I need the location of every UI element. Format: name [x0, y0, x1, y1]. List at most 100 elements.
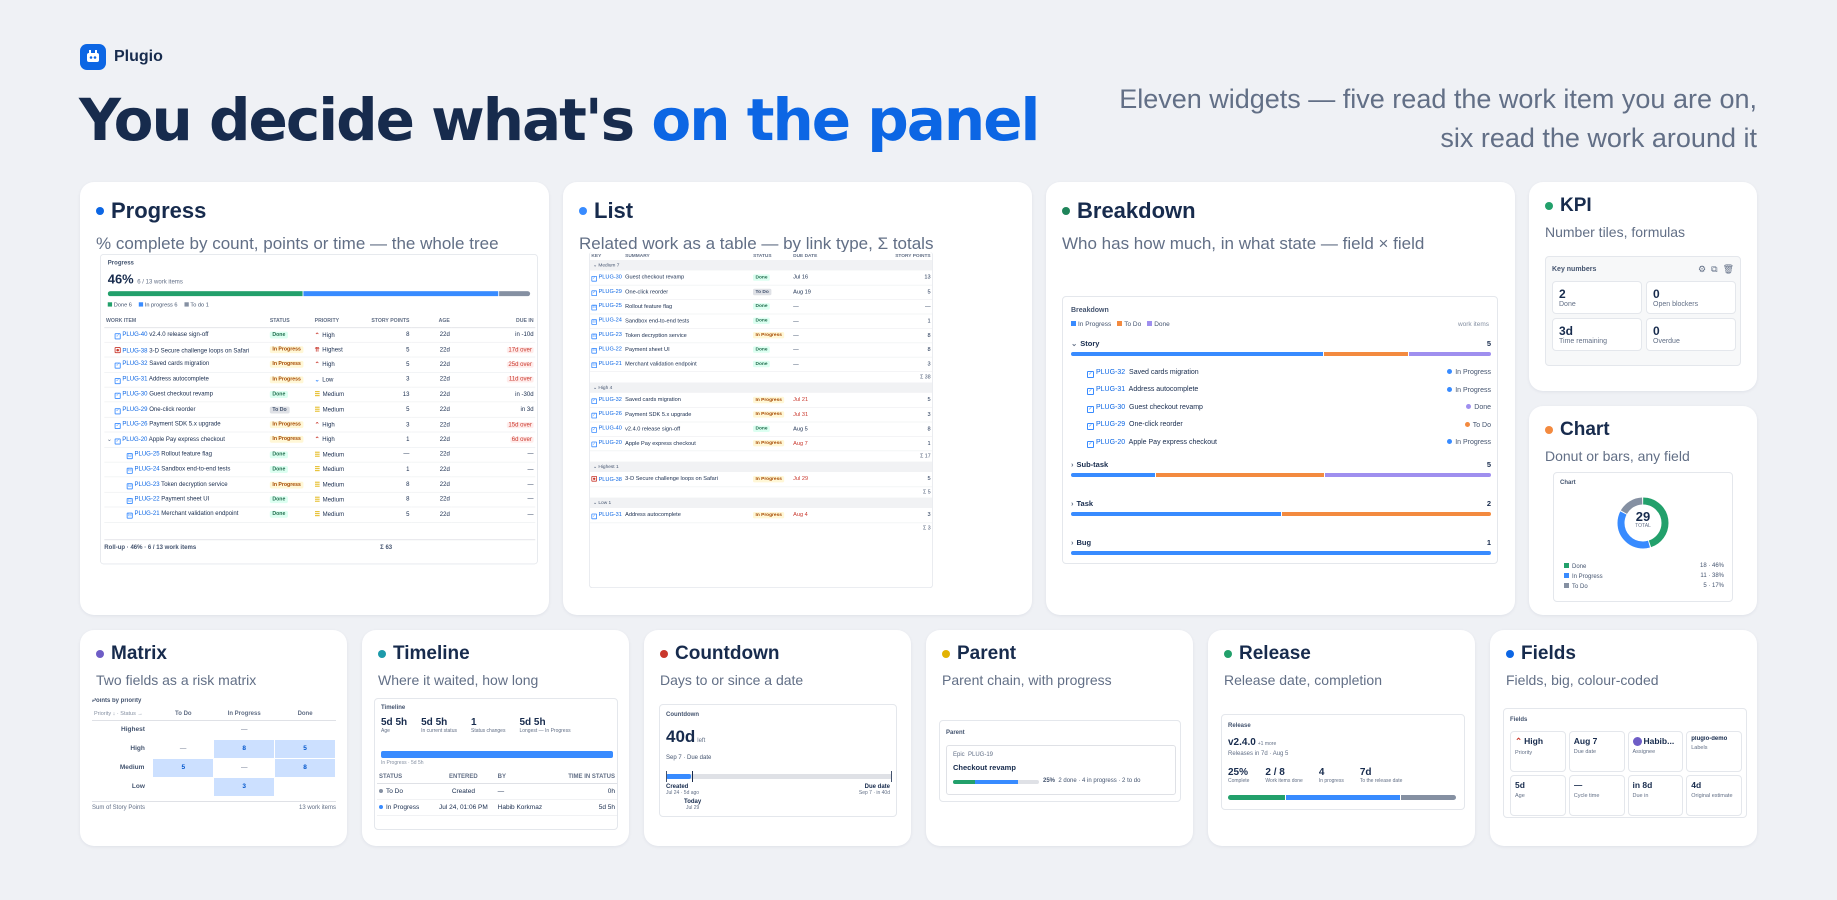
- copy-icon[interactable]: ⧉: [1711, 264, 1718, 274]
- table-row[interactable]: PLUG-38 3-D Secure challenge loops on Sa…: [104, 342, 536, 358]
- group-header[interactable]: ⌄ Low 1: [589, 497, 933, 508]
- matrix-cell[interactable]: 3: [213, 776, 276, 797]
- matrix-cell[interactable]: —: [240, 764, 248, 771]
- table-row[interactable]: ⊟ PLUG-22 Payment sheet UI Done ☰ Medium 8 22…: [104, 492, 536, 508]
- field-tile[interactable]: plugio-demo Labels: [1686, 731, 1742, 772]
- table-row[interactable]: ✓ PLUG-30 Guest checkout revamp Done ☰ Medi…: [104, 387, 536, 403]
- matrix-cell[interactable]: 8: [213, 738, 276, 759]
- breakdown-item[interactable]: ✓ PLUG-31 Address autocomplete In Progres…: [1087, 382, 1491, 400]
- table-row[interactable]: ⊟ PLUG-21 Merchant validation endpoint Don…: [589, 357, 933, 372]
- table-row[interactable]: ⊟ PLUG-25 Rollout feature flag Done — —: [589, 299, 933, 314]
- priority-medium-icon: ☰: [314, 467, 321, 474]
- table-row[interactable]: ⊟ PLUG-24 Sandbox end-to-end tests Done — 1: [589, 314, 933, 328]
- parent-card[interactable]: Epic PLUG-19 Checkout revamp 25% 2 done …: [946, 745, 1176, 795]
- table-row[interactable]: ⊟ PLUG-21 Merchant validation endpoint Do…: [104, 507, 536, 523]
- field-tile[interactable]: in 8d Due in: [1627, 775, 1684, 816]
- table-row[interactable]: ✓ PLUG-26 Payment SDK 5.x upgrade In Prog…: [104, 417, 536, 433]
- table-row[interactable]: ⊟ PLUG-24 Sandbox end-to-end tests Done ☰ M…: [104, 462, 536, 478]
- table-row[interactable]: ✓ PLUG-29 One-click reorder To Do Aug 19 5: [589, 285, 933, 300]
- group-header[interactable]: ⌄ High 4: [589, 382, 933, 393]
- story-points: 13: [402, 391, 410, 398]
- release-version-name[interactable]: v2.4.0: [1228, 737, 1256, 748]
- table-row[interactable]: ⊟ PLUG-23 Token decryption service In Prog…: [589, 328, 933, 343]
- subtask-icon: ⊟: [126, 467, 133, 474]
- field-tile[interactable]: Habib... Assignee: [1627, 731, 1684, 772]
- matrix-cell[interactable]: [275, 777, 336, 796]
- table-row[interactable]: ✓ PLUG-31 Address autocomplete In Progres…: [104, 372, 536, 388]
- table-row[interactable]: ✓ PLUG-32 Saved cards migration In Progre…: [104, 357, 536, 373]
- matrix-cell[interactable]: —: [240, 726, 248, 733]
- table-row[interactable]: ⊟ PLUG-25 Rollout feature flag Done ☰ Mediu…: [104, 447, 536, 463]
- table-row[interactable]: ✓ PLUG-30 Guest checkout revamp Done Jul 16…: [589, 270, 933, 285]
- progress-footer-text[interactable]: Roll-up · 46% · 6 / 13 work items: [104, 544, 197, 551]
- matrix-cell[interactable]: [275, 720, 336, 739]
- due-date: Jul 29: [793, 476, 809, 482]
- chevron-right-icon[interactable]: ›: [1071, 537, 1074, 547]
- field-tile[interactable]: Aug 7 Due date: [1568, 731, 1625, 772]
- table-row[interactable]: ✓ PLUG-40 v2.4.0 release sign-off Done Aug …: [589, 422, 933, 436]
- breakdown-card-title: Breakdown: [1077, 198, 1196, 223]
- release-more[interactable]: +1 more: [1257, 741, 1277, 747]
- release-card-title: Release: [1239, 643, 1311, 664]
- chevron-right-icon[interactable]: ›: [1071, 459, 1074, 469]
- breakdown-group[interactable]: › Sub-task 5: [1071, 460, 1491, 495]
- breakdown-item[interactable]: ✓ PLUG-30 Guest checkout revamp Done: [1087, 399, 1491, 417]
- breakdown-item[interactable]: ✓ PLUG-29 One-click reorder To Do: [1087, 417, 1491, 435]
- matrix-footer-right[interactable]: 13 work items: [298, 804, 336, 811]
- story-points: 1: [927, 318, 931, 324]
- table-row[interactable]: ✓ PLUG-31 Address autocomplete In Progress…: [589, 508, 933, 523]
- breakdown-group[interactable]: › Task 2: [1071, 499, 1491, 534]
- parent-card-header: Parent: [942, 643, 1016, 665]
- breakdown-item[interactable]: ✓ PLUG-32 Saved cards migration In Progre…: [1087, 364, 1491, 382]
- breakdown-group[interactable]: › Bug 1: [1071, 537, 1491, 564]
- field-tile[interactable]: — Cycle time: [1568, 775, 1625, 816]
- matrix-cell[interactable]: [153, 777, 214, 796]
- release-stats: 25% Complete 2 / 8 Work items done 4 In progr…: [1228, 767, 1402, 784]
- group-label: Low 1: [598, 500, 612, 506]
- group-header[interactable]: ⌄ Highest 1: [589, 461, 933, 472]
- breakdown-item[interactable]: ✓ PLUG-20 Apple Pay express checkout In P…: [1087, 434, 1491, 452]
- age: 22d: [439, 481, 450, 488]
- table-row[interactable]: ✓ PLUG-40 v2.4.0 release sign-off Done ⌃ Hi…: [104, 327, 536, 343]
- countdown-preview-title: Countdown: [666, 712, 699, 718]
- field-tile[interactable]: 4d Original estimate: [1686, 775, 1742, 816]
- status-lozenge: In Progress: [753, 440, 785, 447]
- table-row[interactable]: PLUG-38 3-D Secure challenge loops on Saf…: [589, 472, 933, 487]
- matrix-cell[interactable]: 8: [274, 757, 336, 778]
- trash-icon[interactable]: 🗑: [1722, 264, 1734, 274]
- table-row[interactable]: ⊟ PLUG-22 Payment sheet UI Done — 8: [589, 342, 933, 357]
- matrix-cell[interactable]: 5: [152, 757, 215, 778]
- due-in: 6d over: [510, 436, 534, 443]
- table-row[interactable]: ✓ PLUG-29 One-click reorder To Do ☰ Medium 5…: [104, 402, 536, 418]
- table-row[interactable]: ⌄ ✓ PLUG-20 Apple Pay express checkout In …: [104, 432, 536, 448]
- stat-value: 5d 5h: [381, 717, 408, 728]
- legend-in-progress-label: In progress 6: [144, 302, 178, 309]
- breakdown-group[interactable]: ⌄ Story 5 ✓ PLUG-32 Saved cards migration In…: [1071, 339, 1491, 456]
- table-row: To Do Created — 0h: [377, 783, 617, 799]
- legend-item: To Do 5 · 17%: [1564, 583, 1724, 593]
- chevron-down-icon[interactable]: ⌄: [593, 263, 598, 268]
- table-row[interactable]: ✓ PLUG-26 Payment SDK 5.x upgrade In Progr…: [589, 407, 933, 422]
- chevron-down-icon[interactable]: ⌄: [106, 436, 112, 443]
- chevron-down-icon[interactable]: ⌄: [593, 500, 598, 506]
- table-row[interactable]: ⊟ PLUG-23 Token decryption service In Pro…: [104, 477, 536, 493]
- matrix-cell[interactable]: [153, 720, 214, 739]
- matrix-cell[interactable]: 5: [274, 738, 336, 759]
- gear-icon[interactable]: ⚙: [1698, 264, 1707, 274]
- status-lozenge: Done: [269, 391, 288, 399]
- field-tile[interactable]: 5d Age: [1510, 775, 1566, 816]
- table-row[interactable]: ✓ PLUG-32 Saved cards migration In Progres…: [589, 393, 933, 408]
- field-tile[interactable]: ⌃ High Priority: [1510, 731, 1566, 772]
- breakdown-bar: [1071, 550, 1491, 555]
- subtask-icon: ⊟: [591, 304, 597, 311]
- countdown-due-sub: Sep 7 · in 40d: [858, 790, 890, 796]
- progress-footer-total: Σ 63: [380, 544, 393, 551]
- chevron-down-icon[interactable]: ⌄: [1071, 339, 1078, 348]
- chevron-right-icon[interactable]: ›: [1071, 498, 1074, 508]
- group-header[interactable]: ⌄ Medium 7: [589, 260, 933, 271]
- chevron-down-icon[interactable]: ⌄: [593, 464, 598, 470]
- table-row[interactable]: ✓ PLUG-20 Apple Pay express checkout In Pr…: [589, 436, 933, 451]
- matrix-cell[interactable]: —: [179, 744, 187, 752]
- issue-key: PLUG-20: [598, 440, 622, 446]
- chevron-down-icon[interactable]: ⌄: [593, 385, 598, 391]
